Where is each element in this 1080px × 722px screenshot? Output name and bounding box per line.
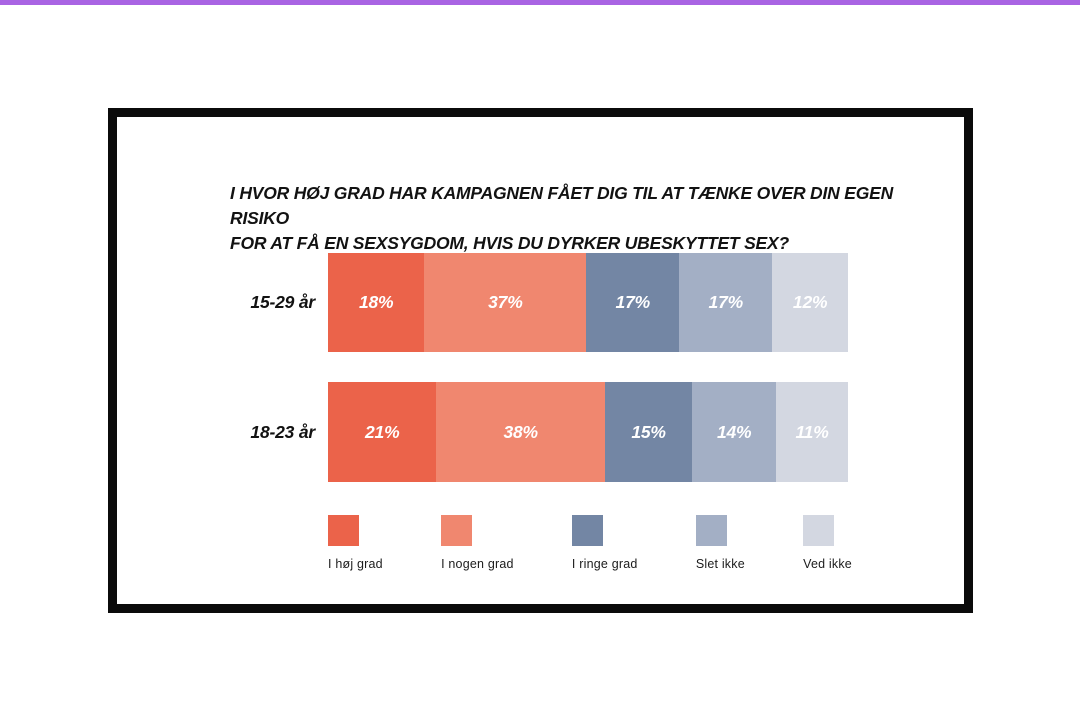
bar-segment: 12% (772, 253, 849, 352)
segment-value-label: 21% (365, 421, 400, 442)
segment-value-label: 38% (503, 421, 538, 442)
bar-segment: 18% (328, 253, 425, 352)
chart-title-line-2: FOR AT FÅ EN SEXSYGDOM, HVIS DU DYRKER U… (230, 233, 789, 253)
segment-value-label: 11% (795, 421, 829, 442)
legend-label: I ringe grad (571, 557, 638, 571)
chart-title: I HVOR HØJ GRAD HAR KAMPAGNEN FÅET DIG T… (230, 181, 910, 256)
row-category-label: 15-29 år (250, 292, 315, 312)
legend-item: Ved ikke (803, 515, 852, 571)
row-category-label: 18-23 år (250, 421, 315, 442)
bar-segment: 17% (679, 253, 773, 352)
legend-swatch (695, 515, 727, 546)
bar-track: 18% 37% 17% 17% 12% (328, 253, 849, 352)
legend-label: Slet ikke (695, 557, 745, 571)
legend-item: Slet ikke (695, 515, 745, 571)
bar-segment: 15% (604, 382, 693, 482)
segment-value-label: 17% (708, 292, 744, 312)
legend-label: I høj grad (328, 557, 383, 571)
legend-item: I nogen grad (441, 515, 514, 571)
segment-value-label: 15% (631, 421, 666, 442)
bar-segment: 38% (436, 382, 605, 482)
bar-row: 15-29 år 18% 37% 17% 17% 12% (117, 253, 964, 352)
legend-item: I ringe grad (571, 515, 638, 571)
segment-value-label: 37% (488, 292, 523, 312)
legend-swatch (328, 515, 359, 546)
segment-value-label: 14% (716, 421, 752, 442)
chart-title-line-1: I HVOR HØJ GRAD HAR KAMPAGNEN FÅET DIG T… (230, 183, 894, 228)
bar-segment: 17% (586, 253, 680, 352)
legend-swatch (441, 515, 473, 546)
bar-segment: 14% (692, 382, 777, 482)
bar-segment: 11% (776, 382, 848, 482)
bar-track: 21% 38% 15% 14% 11% (328, 382, 848, 482)
legend-item: I høj grad (328, 515, 383, 571)
top-accent-bar (0, 0, 1080, 5)
chart-frame: I HVOR HØJ GRAD HAR KAMPAGNEN FÅET DIG T… (108, 108, 973, 613)
segment-value-label: 17% (615, 292, 651, 312)
segment-value-label: 18% (358, 292, 394, 312)
legend: I høj grad I nogen grad I ringe grad Slet i… (328, 515, 852, 571)
segment-value-label: 12% (792, 292, 828, 312)
bar-segment: 21% (328, 382, 437, 482)
legend-label: Ved ikke (803, 557, 852, 571)
chart-area: I HVOR HØJ GRAD HAR KAMPAGNEN FÅET DIG T… (117, 117, 964, 604)
bar-row: 18-23 år 21% 38% 15% 14% 11% (117, 382, 964, 482)
legend-swatch (803, 515, 835, 546)
bar-segment: 37% (424, 253, 587, 352)
legend-label: I nogen grad (441, 557, 514, 571)
legend-swatch (571, 515, 603, 546)
